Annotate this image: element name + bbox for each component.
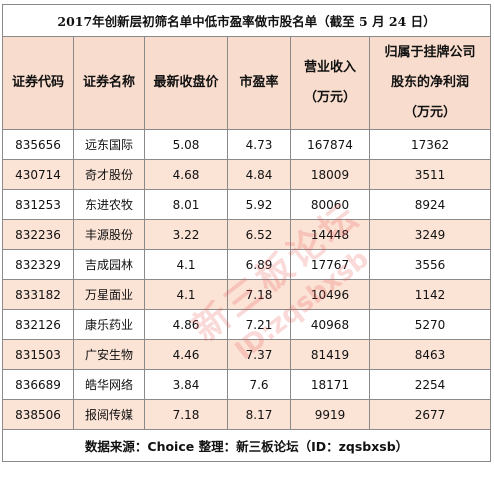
table-cell: 远东国际 — [73, 129, 145, 160]
column-header: 市盈率 — [227, 36, 291, 130]
column-header-line: （万元） — [303, 90, 356, 105]
table-cell: 835656 — [2, 129, 74, 160]
table-cell: 2677 — [368, 399, 492, 430]
column-header: 证券名称 — [73, 36, 145, 130]
table-row: 836689 皓华网络 3.84 7.6 18171 2254 — [2, 369, 492, 400]
table-cell: 万星面业 — [73, 279, 145, 310]
table-cell: 832236 — [2, 219, 74, 250]
table-cell: 丰源股份 — [73, 219, 145, 250]
table-cell: 3511 — [368, 159, 492, 190]
table-cell: 832126 — [2, 309, 74, 340]
table-title: 2017年创新层初筛名单中低市盈率做市股名单（截至 5 月 24 日） — [1, 4, 492, 37]
table-cell: 4.46 — [144, 339, 228, 370]
table-cell: 4.86 — [144, 309, 228, 340]
table-row: 832236 丰源股份 3.22 6.52 14448 3249 — [2, 219, 492, 250]
table-cell: 18171 — [290, 369, 370, 400]
table-cell: 8.01 — [144, 189, 228, 220]
column-header-line: 归属于挂牌公司 — [384, 45, 476, 60]
table-cell: 3249 — [368, 219, 492, 250]
table-cell: 7.37 — [227, 339, 291, 370]
table-cell: 6.52 — [227, 219, 291, 250]
table-cell: 838506 — [2, 399, 74, 430]
header-row: 证券代码 证券名称 最新收盘价 市盈率 营业收入 （万元） 归属于挂牌公司 股东的净利润 （万元… — [2, 36, 492, 130]
table-cell: 4.1 — [144, 249, 228, 280]
table-cell: 4.68 — [144, 159, 228, 190]
table-row: 832329 吉成园林 4.1 6.89 17767 3556 — [2, 249, 492, 280]
table-cell: 5.92 — [227, 189, 291, 220]
table-cell: 报阅传媒 — [73, 399, 145, 430]
table-cell: 8463 — [368, 339, 492, 370]
table-cell: 17767 — [290, 249, 370, 280]
table-cell: 17362 — [368, 129, 492, 160]
table-row: 838506 报阅传媒 7.18 8.17 9919 2677 — [2, 399, 492, 430]
table-cell: 7.18 — [227, 279, 291, 310]
table-row: 831503 广安生物 4.46 7.37 81419 8463 — [2, 339, 492, 370]
column-header-line: 股东的净利润 — [391, 75, 470, 90]
column-header-line: 营业收入 — [303, 60, 356, 75]
pe-stock-table: 2017年创新层初筛名单中低市盈率做市股名单（截至 5 月 24 日） 证券代码… — [1, 4, 492, 462]
table-cell: 80060 — [290, 189, 370, 220]
column-header: 最新收盘价 — [144, 36, 228, 130]
title-row: 2017年创新层初筛名单中低市盈率做市股名单（截至 5 月 24 日） — [1, 4, 492, 37]
table-cell: 皓华网络 — [73, 369, 145, 400]
table-cell: 3556 — [368, 249, 492, 280]
table-row: 835656 远东国际 5.08 4.73 167874 17362 — [2, 129, 492, 160]
table-cell: 7.6 — [227, 369, 291, 400]
column-header: 营业收入 （万元） — [290, 36, 370, 130]
table-cell: 167874 — [290, 129, 370, 160]
table-cell: 5270 — [368, 309, 492, 340]
table-cell: 3.84 — [144, 369, 228, 400]
column-header-line: 市盈率 — [239, 75, 279, 90]
table-cell: 836689 — [2, 369, 74, 400]
table-row: 833182 万星面业 4.1 7.18 10496 1142 — [2, 279, 492, 310]
table-cell: 6.89 — [227, 249, 291, 280]
table-cell: 18009 — [290, 159, 370, 190]
table-cell: 833182 — [2, 279, 74, 310]
table-cell: 40968 — [290, 309, 370, 340]
column-header-line: 最新收盘价 — [153, 75, 219, 90]
column-header: 证券代码 — [2, 36, 74, 130]
table-cell: 3.22 — [144, 219, 228, 250]
table-cell: 9919 — [290, 399, 370, 430]
table-cell: 8.17 — [227, 399, 291, 430]
column-header-line: 证券名称 — [82, 75, 135, 90]
table-cell: 430714 — [2, 159, 74, 190]
table-cell: 奇才股份 — [73, 159, 145, 190]
table-row: 831253 东进农牧 8.01 5.92 80060 8924 — [2, 189, 492, 220]
table-cell: 832329 — [2, 249, 74, 280]
table-cell: 831253 — [2, 189, 74, 220]
column-header: 归属于挂牌公司 股东的净利润 （万元） — [368, 36, 492, 130]
table-cell: 8924 — [368, 189, 492, 220]
table-cell: 康乐药业 — [73, 309, 145, 340]
source-row: 数据来源：Choice 整理：新三板论坛（ID：zqsbxsb） — [1, 429, 492, 462]
table-cell: 2254 — [368, 369, 492, 400]
table-cell: 4.1 — [144, 279, 228, 310]
table-cell: 10496 — [290, 279, 370, 310]
table-cell: 81419 — [290, 339, 370, 370]
table-cell: 4.84 — [227, 159, 291, 190]
table-row: 832126 康乐药业 4.86 7.21 40968 5270 — [2, 309, 492, 340]
table-cell: 831503 — [2, 339, 74, 370]
table-cell: 东进农牧 — [73, 189, 145, 220]
table-cell: 14448 — [290, 219, 370, 250]
table-cell: 1142 — [368, 279, 492, 310]
column-header-line: 证券代码 — [11, 75, 64, 90]
table-cell: 7.21 — [227, 309, 291, 340]
source-note: 数据来源：Choice 整理：新三板论坛（ID：zqsbxsb） — [1, 429, 492, 462]
table-cell: 5.08 — [144, 129, 228, 160]
table-row: 430714 奇才股份 4.68 4.84 18009 3511 — [2, 159, 492, 190]
table-cell: 广安生物 — [73, 339, 145, 370]
table-cell: 吉成园林 — [73, 249, 145, 280]
table-cell: 4.73 — [227, 129, 291, 160]
column-header-line: （万元） — [404, 105, 457, 120]
table-cell: 7.18 — [144, 399, 228, 430]
